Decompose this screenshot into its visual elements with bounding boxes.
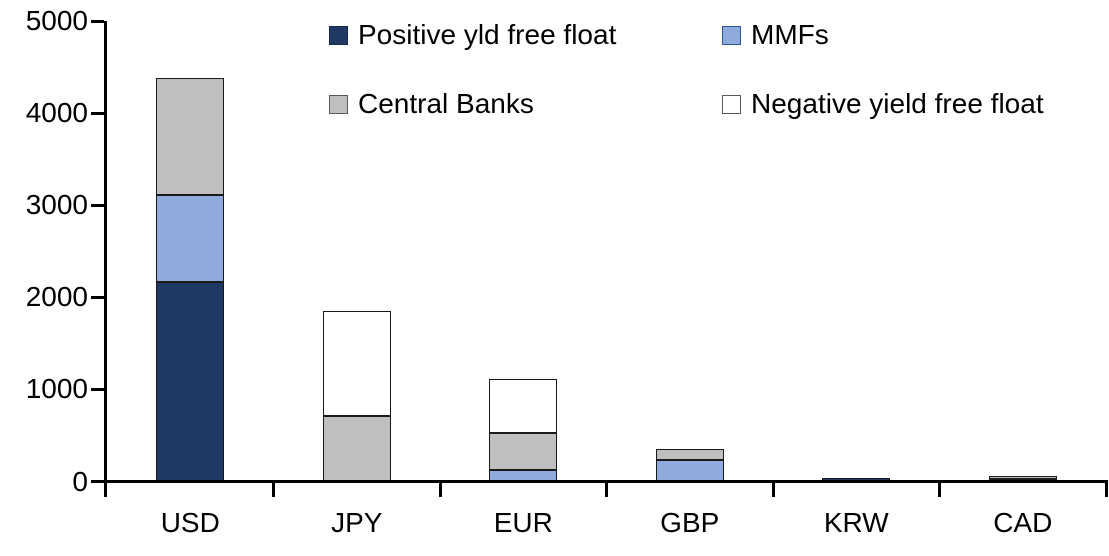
- bar-segment-usd-mmfs: [156, 195, 225, 282]
- legend-label: Negative yield free float: [751, 88, 1044, 119]
- y-axis-tick-label: 3000: [25, 189, 88, 221]
- y-axis-tick: [91, 111, 104, 115]
- legend-label: MMFs: [751, 19, 829, 50]
- x-axis-label-krw: KRW: [823, 507, 889, 538]
- legend-label: Positive yld free float: [358, 19, 617, 50]
- bar-segment-cad-central-banks: [988, 475, 1057, 479]
- bar-segment-usd-positive-yld-free-float: [156, 281, 225, 482]
- bar-segment-gbp-central-banks: [655, 449, 724, 461]
- legend-item-positive-yld-free-float: Positive yld free float: [329, 20, 616, 50]
- x-axis-tick: [771, 481, 775, 497]
- bar-segment-eur-central-banks: [489, 432, 558, 471]
- x-axis-label-eur: EUR: [493, 507, 553, 538]
- bar-segment-jpy-central-banks: [322, 416, 391, 482]
- x-axis-label-gbp: GBP: [660, 507, 720, 538]
- legend-swatch-icon: [722, 25, 741, 45]
- y-axis-tick-label: 1000: [25, 373, 88, 405]
- bar-segment-jpy-negative-yield-free-float: [322, 311, 391, 417]
- x-axis-tick: [605, 481, 608, 497]
- legend-item-negative-yield-free-float: Negative yield free float: [722, 89, 1044, 119]
- y-axis-line: [104, 21, 107, 497]
- y-axis-tick-label: 5000: [25, 5, 88, 36]
- legend-item-mmfs: MMFs: [722, 20, 829, 50]
- x-axis-label-usd: USD: [160, 507, 220, 538]
- legend-swatch-icon: [329, 25, 348, 45]
- legend-label: Central Banks: [358, 88, 534, 119]
- y-axis-tick: [91, 387, 104, 391]
- legend-swatch-icon: [329, 94, 348, 114]
- y-axis-tick: [91, 19, 104, 23]
- y-axis-tick-label: 0: [72, 465, 88, 497]
- bar-segment-usd-central-banks: [156, 78, 225, 196]
- y-axis-tick-label: 2000: [25, 281, 88, 313]
- x-axis-label-jpy: JPY: [331, 507, 383, 538]
- x-axis-tick: [1104, 481, 1108, 497]
- x-axis-tick: [272, 481, 275, 497]
- legend-item-central-banks: Central Banks: [329, 89, 534, 119]
- y-axis-tick-label: 4000: [25, 97, 88, 129]
- x-axis-tick: [438, 481, 442, 497]
- legend-swatch-icon: [722, 94, 741, 114]
- bar-segment-eur-negative-yield-free-float: [489, 379, 558, 433]
- y-axis-tick: [91, 203, 104, 207]
- y-axis-tick: [91, 480, 104, 483]
- x-axis-tick: [938, 481, 941, 497]
- x-axis-label-cad: CAD: [993, 507, 1053, 538]
- y-axis-tick: [91, 295, 104, 299]
